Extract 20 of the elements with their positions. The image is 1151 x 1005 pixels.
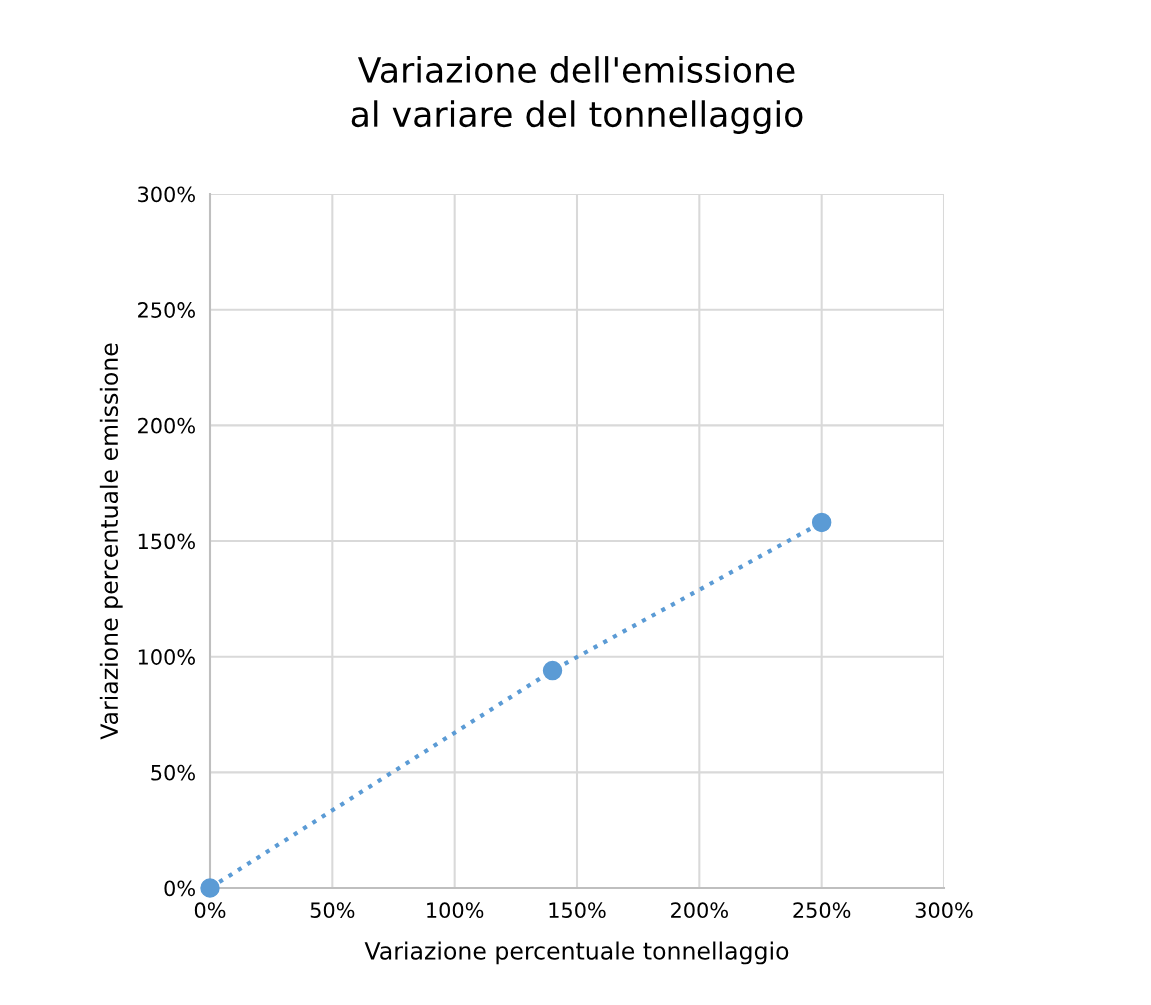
- y-tick-label: 200%: [138, 417, 195, 434]
- x-tick-label: 100%: [427, 902, 484, 919]
- x-tick-label: 0%: [194, 902, 226, 919]
- x-tick-label: 150%: [549, 902, 606, 919]
- point: [811, 512, 832, 533]
- point: [542, 660, 563, 681]
- y-tick-label: 150%: [138, 533, 195, 550]
- x-tick-label: 250%: [793, 902, 851, 919]
- point: [200, 878, 220, 898]
- chart-title: Variazione dell'emissione al variare del tonnellaggio: [351, 56, 803, 134]
- x-tick-label: 300%: [915, 902, 973, 919]
- y-tick-label: 0%: [164, 880, 195, 897]
- y-tick-label: 50%: [151, 764, 195, 781]
- y-tick-label: 100%: [138, 649, 195, 665]
- x-tick-label: 50%: [310, 902, 355, 919]
- y-tick-label: 250%: [138, 302, 195, 318]
- y-axis-title: Variazione percentuale emissione: [99, 343, 123, 740]
- x-axis-title: Variazione percentuale tonnellaggio: [364, 941, 789, 965]
- y-tick-label: 300%: [138, 186, 195, 203]
- x-tick-label: 200%: [671, 902, 728, 919]
